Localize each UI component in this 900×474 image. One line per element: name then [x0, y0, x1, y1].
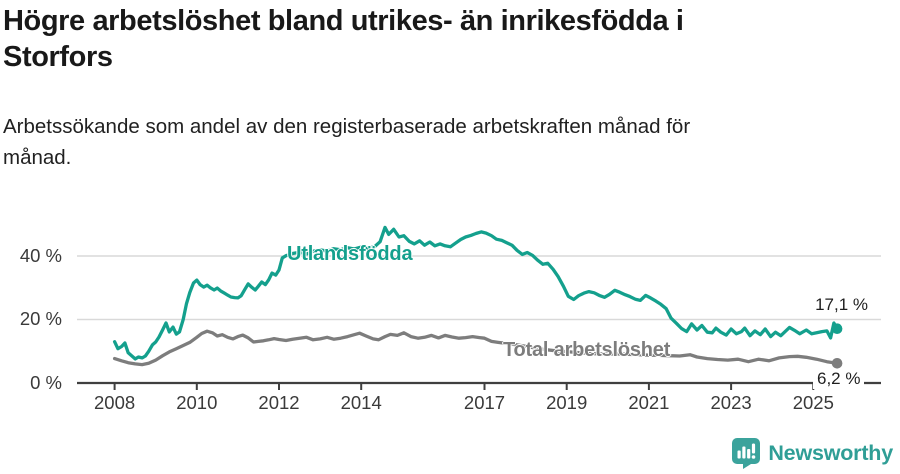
- y-axis-label-40: 40 %: [19, 245, 62, 266]
- x-tick-label: 2014: [340, 392, 382, 413]
- x-tick-label: 2012: [258, 392, 300, 413]
- end-value-utlandsfodda: 17,1 %: [815, 295, 868, 314]
- y-axis-label-20: 20 %: [19, 308, 62, 329]
- x-tick-label: 2010: [176, 392, 218, 413]
- utlandsfodda-line: [112, 225, 839, 361]
- x-tick-label: 2025: [792, 392, 834, 413]
- series-label-utlandsfodda: Utlandsfödda: [287, 243, 413, 265]
- series-label-total-arbetsloshet: Total arbetslöshet: [503, 339, 671, 361]
- x-tick-label: 2017: [463, 392, 506, 413]
- utlandsfodda-end-dot: [831, 323, 843, 335]
- x-tick-label: 2019: [546, 392, 588, 413]
- newsworthy-logo: Newsworthy: [732, 436, 893, 470]
- end-value-total: 6,2 %: [813, 369, 865, 389]
- x-tick-label: 2023: [710, 392, 752, 413]
- newsworthy-brand-text: Newsworthy: [768, 440, 893, 465]
- page-subtitle: Arbetssökande som andel av den registerb…: [3, 115, 691, 169]
- page-title: Högre arbetslöshet bland utrikes- än inr…: [3, 5, 684, 73]
- x-tick-label: 2008: [94, 392, 136, 413]
- x-axis-labels: 2008 2010 2012 2014 2017 2019 2021 2023 2025: [0, 392, 900, 414]
- newsworthy-icon: [732, 437, 761, 469]
- x-tick-label: 2021: [628, 392, 670, 413]
- total-line: [112, 329, 839, 367]
- total-end-dot: [831, 358, 843, 369]
- y-axis-label-0: 0 %: [30, 372, 62, 393]
